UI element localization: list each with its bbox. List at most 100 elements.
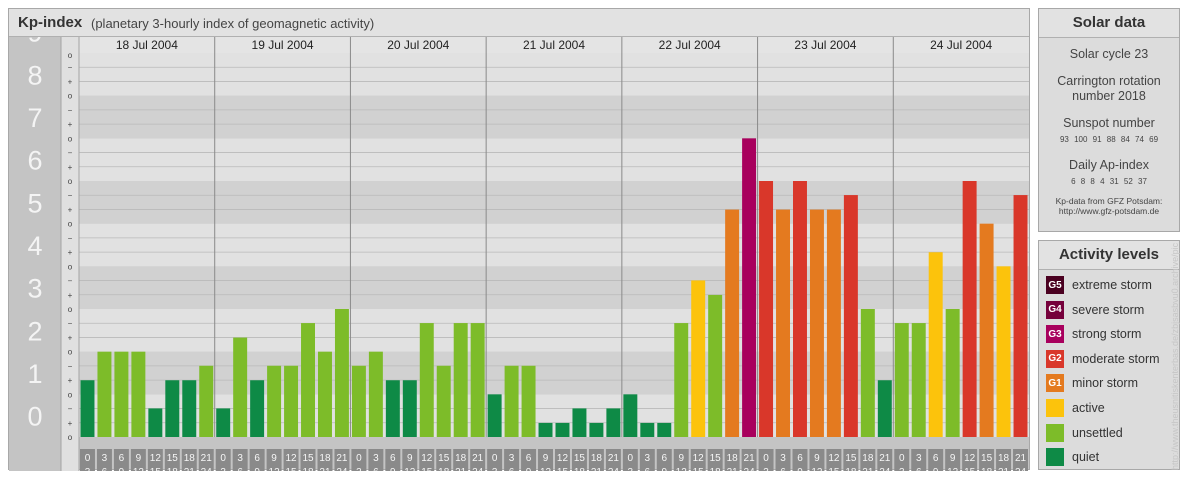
day-label: 20 Jul 2004	[387, 38, 449, 52]
kp-bar	[419, 323, 434, 437]
time-interval-end: 3	[356, 467, 362, 471]
time-interval-start: 3	[916, 453, 922, 464]
day-header-strip	[79, 37, 1029, 53]
time-interval-end: 9	[661, 467, 667, 471]
time-interval-cell	[402, 449, 418, 471]
time-interval-start: 9	[950, 453, 956, 464]
time-interval-cell	[945, 449, 961, 471]
kp-bar	[351, 365, 366, 437]
time-interval-start: 6	[390, 453, 396, 464]
time-interval-cell	[334, 449, 350, 471]
activity-level-item: G1 minor storm	[1046, 373, 1138, 393]
time-interval-start: 15	[574, 453, 586, 464]
activity-level-item: G3 strong storm	[1046, 324, 1141, 344]
time-interval-cell	[266, 449, 282, 471]
time-interval-end: 15	[285, 467, 297, 471]
time-interval-start: 6	[797, 453, 803, 464]
time-interval-cell	[96, 449, 112, 471]
time-interval-end: 12	[133, 467, 145, 471]
kp-bar	[962, 181, 977, 437]
time-interval-end: 21	[862, 467, 874, 471]
time-interval-start: 0	[899, 453, 905, 464]
day-label: 19 Jul 2004	[252, 38, 314, 52]
time-interval-cell	[673, 449, 689, 471]
time-interval-start: 15	[167, 453, 179, 464]
time-interval-cell	[385, 449, 401, 471]
time-interval-end: 24	[472, 467, 484, 471]
activity-level-swatch	[1046, 448, 1064, 467]
time-interval-start: 3	[509, 453, 515, 464]
grid-band	[79, 95, 1029, 139]
kp-bar	[368, 351, 383, 437]
minor-tick-label: +	[68, 163, 73, 172]
time-interval-end: 24	[744, 467, 756, 471]
y-axis-column	[9, 37, 61, 471]
time-interval-cell	[521, 449, 537, 471]
time-interval-end: 9	[390, 467, 396, 471]
time-interval-start: 0	[356, 453, 362, 464]
kp-bar	[453, 323, 468, 437]
time-interval-cell	[690, 449, 706, 471]
time-interval-start: 3	[102, 453, 108, 464]
time-interval-cell	[130, 449, 146, 471]
time-interval-end: 24	[1015, 467, 1027, 471]
activity-level-label: minor storm	[1072, 376, 1138, 391]
time-interval-end: 18	[710, 467, 722, 471]
time-interval-start: 12	[285, 453, 297, 464]
kp-bar	[945, 309, 960, 437]
minor-tick-label: o	[68, 51, 73, 60]
time-interval-end: 21	[184, 467, 196, 471]
activity-level-label: quiet	[1072, 450, 1100, 465]
minor-tick-label: −	[68, 405, 73, 414]
time-interval-end: 15	[828, 467, 840, 471]
activity-level-item: quiet	[1046, 447, 1099, 467]
carrington-rotation-line2: number 2018	[1072, 89, 1146, 103]
minor-tick-label: −	[68, 319, 73, 328]
grid-band	[79, 53, 1029, 96]
kp-bar	[80, 380, 95, 437]
solar-cycle: Solar cycle 23	[1069, 47, 1149, 61]
y-tick-label: 5	[27, 188, 42, 218]
time-interval-end: 18	[302, 467, 314, 471]
activity-level-item: unsettled	[1046, 423, 1123, 443]
kp-bar	[284, 365, 299, 437]
time-interval-end: 6	[237, 467, 243, 471]
kp-bar	[301, 323, 315, 437]
time-interval-cell	[164, 449, 180, 471]
time-interval-cell	[368, 449, 384, 471]
activity-level-item: active	[1046, 398, 1105, 418]
minor-tick-label: +	[68, 77, 73, 86]
time-interval-end: 6	[780, 467, 786, 471]
minor-tick-column	[61, 37, 79, 471]
minor-tick-label: o	[68, 348, 73, 357]
kp-bar	[776, 209, 790, 437]
time-interval-cell	[249, 449, 265, 471]
time-interval-cell	[724, 449, 740, 471]
kp-bar	[826, 209, 841, 437]
kp-bar	[572, 408, 587, 437]
minor-tick-label: o	[68, 433, 73, 442]
time-interval-end: 12	[540, 467, 552, 471]
time-interval-start: 0	[492, 453, 498, 464]
minor-tick-label: −	[68, 106, 73, 115]
grid-band	[79, 181, 1029, 224]
time-interval-end: 18	[574, 467, 586, 471]
source-note-line1: Kp-data from GFZ Potsdam:	[1055, 196, 1163, 206]
time-interval-end: 18	[845, 467, 857, 471]
kp-bar	[1013, 195, 1028, 437]
activity-level-label: severe storm	[1072, 302, 1145, 317]
time-interval-start: 9	[136, 453, 142, 464]
time-interval-end: 24	[608, 467, 620, 471]
time-interval-end: 15	[150, 467, 162, 471]
kp-bar	[267, 365, 282, 437]
activity-levels-panel: Activity levels G5 extreme storm G4 severe …	[1038, 240, 1180, 470]
time-interval-end: 9	[119, 467, 125, 471]
time-interval-cell	[639, 449, 655, 471]
time-interval-start: 6	[254, 453, 260, 464]
kp-bar	[708, 294, 723, 437]
activity-level-label: active	[1072, 401, 1105, 415]
time-interval-end: 6	[916, 467, 922, 471]
time-interval-start: 12	[150, 453, 162, 464]
time-interval-start: 3	[780, 453, 786, 464]
kp-bar	[928, 252, 943, 437]
